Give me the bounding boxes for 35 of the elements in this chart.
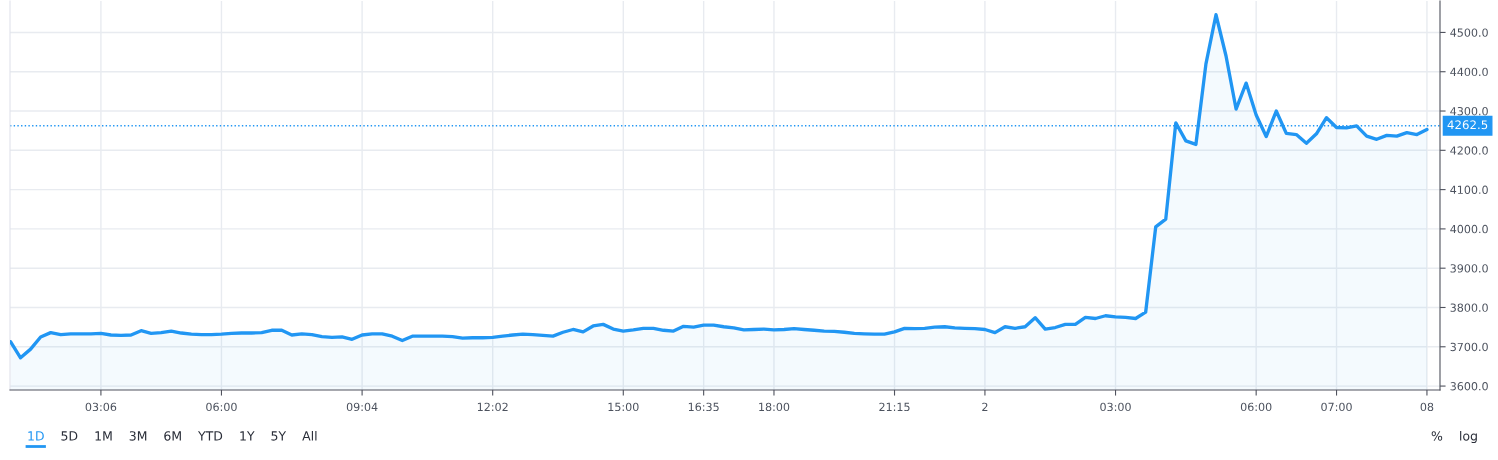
x-tick-label: 08 (1420, 402, 1434, 412)
x-tick-label: 03:06 (85, 402, 117, 412)
x-tick-label: 06:00 (1240, 402, 1272, 412)
text: 1M (95, 431, 112, 441)
x-tick-label: 06:00 (206, 402, 237, 412)
y-tick-label: 3900.0 (1450, 264, 1488, 273)
ref-line-label: 4262.5 (1447, 120, 1488, 130)
x-tick-label: 2 (982, 402, 988, 411)
x-tick-label: 15:00 (608, 402, 639, 412)
text: 6M (164, 431, 181, 441)
text: All (302, 430, 317, 441)
y-tick-label: 3800.0 (1450, 303, 1488, 312)
x-tick-label: 03:00 (1100, 402, 1131, 412)
x-tick-label: 12:02 (477, 402, 508, 412)
x-tick-label: 16:35 (688, 402, 719, 412)
text: 1D (28, 431, 44, 441)
text: 1Y (240, 431, 255, 441)
y-tick-label: 4000.0 (1450, 224, 1488, 234)
text: % (1431, 431, 1443, 441)
x-tick-label: 18:00 (759, 402, 790, 412)
y-tick-label: 4400.0 (1450, 67, 1488, 77)
y-tick-label: 4100.0 (1450, 185, 1488, 194)
text: 5Y (271, 431, 287, 441)
y-tick-label: 4200.0 (1450, 146, 1488, 155)
y-tick-label: 4500.0 (1450, 28, 1488, 37)
text: 5D (61, 431, 78, 441)
x-tick-label: 07:00 (1321, 402, 1352, 412)
text: log (1460, 430, 1477, 444)
y-tick-label: 3700.0 (1450, 342, 1488, 352)
x-tick-label: 09:04 (346, 402, 378, 412)
y-tick-label: 3600.0 (1450, 382, 1488, 391)
text: 3M (129, 431, 147, 441)
text: YTD (197, 431, 223, 441)
x-tick-label: 21:15 (879, 402, 910, 412)
y-tick-label: 4300.0 (1450, 107, 1488, 116)
